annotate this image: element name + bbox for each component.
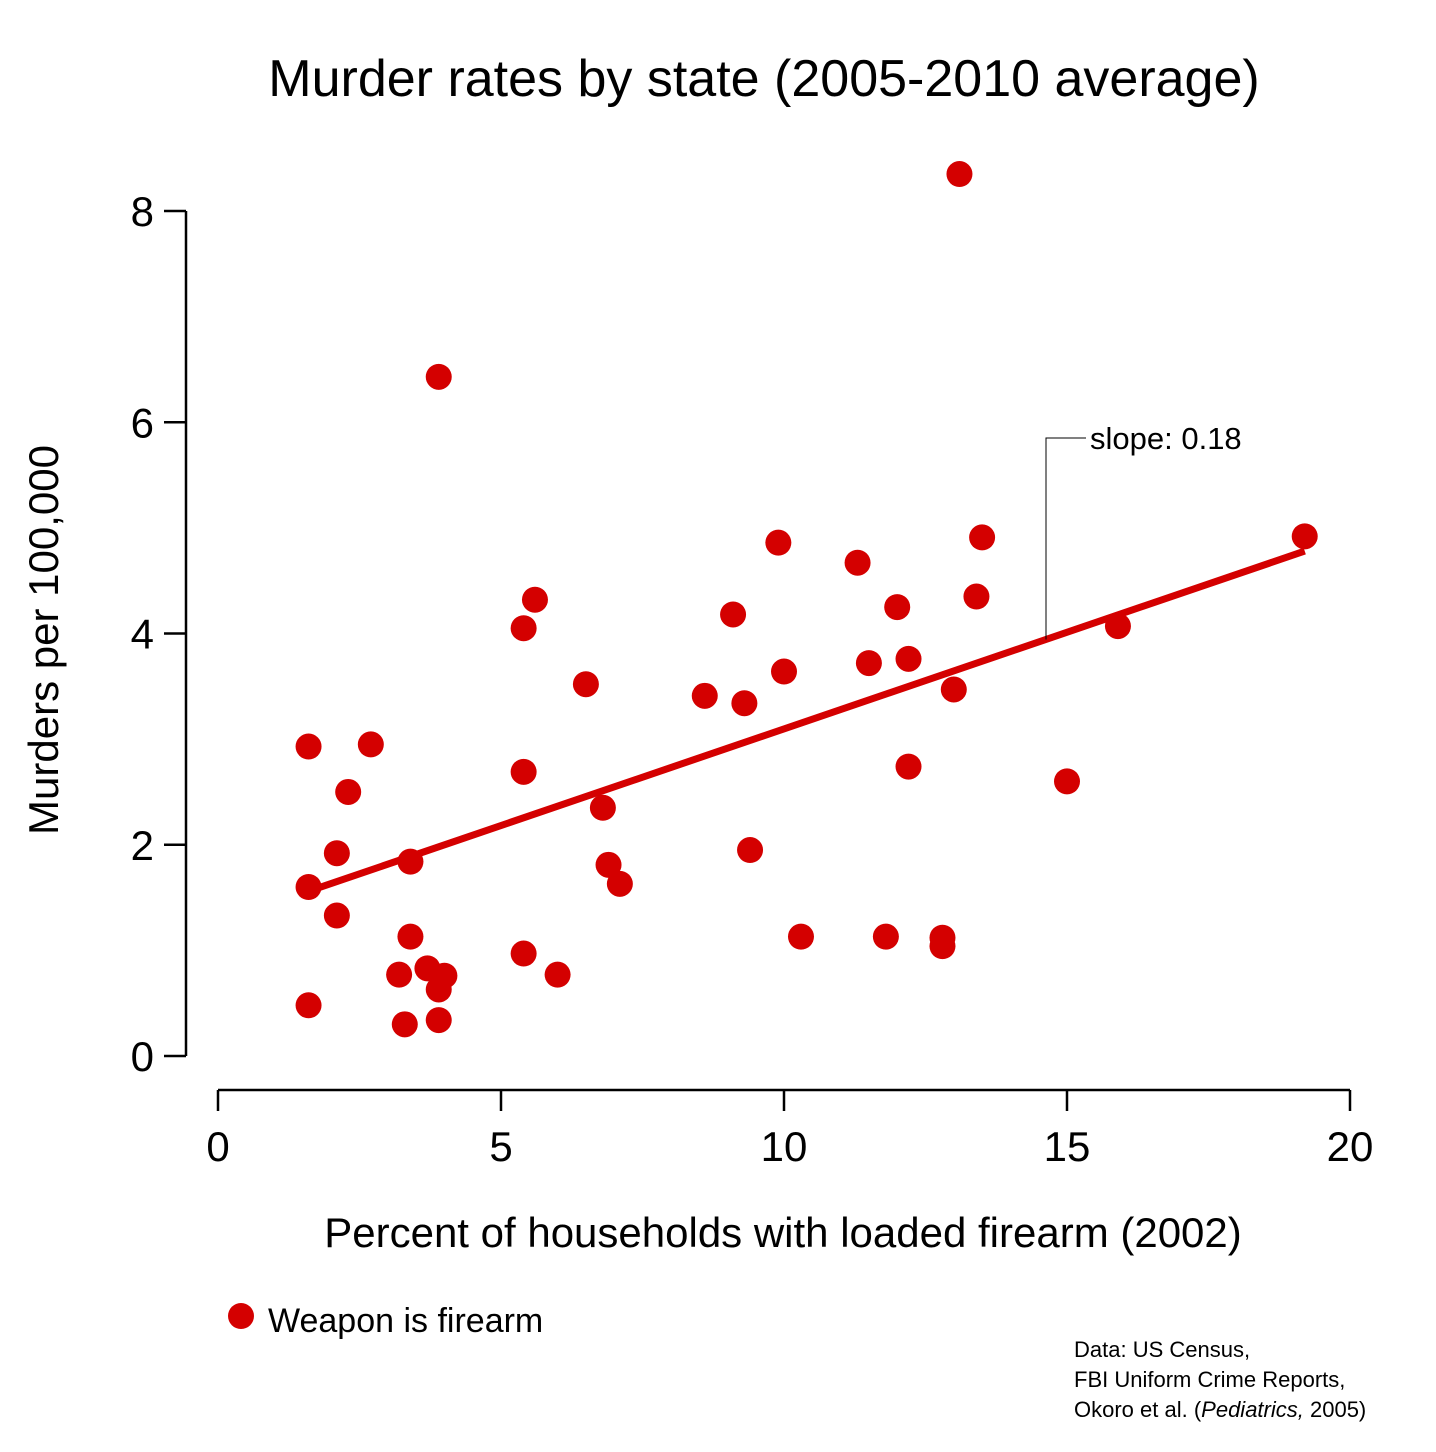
data-point-3 [335,778,362,805]
x-tick-label-5: 5 [489,1123,512,1170]
data-point-10 [386,961,413,988]
data-point-27 [720,601,747,628]
data-point-19 [510,758,537,785]
data-point-35 [872,923,899,950]
y-axis: 0 2 4 6 8 [131,188,188,1080]
y-tick-label-0: 0 [131,1033,154,1080]
data-point-23 [589,794,616,821]
data-point-4 [323,840,350,867]
slope-label: slope: 0.18 [1090,421,1242,456]
data-point-43 [963,583,990,610]
data-point-5 [295,874,322,900]
data-point-9 [397,923,424,950]
data-point-2 [357,731,384,758]
data-points [295,161,1318,1038]
y-tick-label-8: 8 [131,188,154,235]
data-point-14 [391,1011,418,1038]
data-point-1 [295,733,322,760]
data-point-28 [731,690,758,717]
data-point-24 [595,851,622,878]
fit-line [307,547,1306,895]
source-line-3-prefix: Okoro et al. ( [1074,1397,1202,1422]
source-line-3-italic: Pediatrics, [1201,1397,1304,1422]
source-line-3-suffix: 2005) [1304,1397,1366,1422]
data-point-38 [895,753,922,780]
data-point-21 [544,961,571,988]
data-point-46 [1104,613,1131,640]
data-point-7 [295,992,322,1019]
data-point-33 [844,549,871,576]
data-point-44 [969,524,996,551]
y-tick-label-6: 6 [131,399,154,446]
slope-leader-line [1045,437,1086,640]
data-point-25 [606,870,633,897]
legend-marker [228,1303,254,1329]
data-point-13 [425,976,452,1003]
x-tick-label-10: 10 [761,1123,808,1170]
slope-annotation: slope: 0.18 [1045,421,1242,640]
data-point-15 [425,1007,452,1034]
data-point-47 [1291,523,1318,550]
data-point-37 [895,645,922,672]
x-tick-label-15: 15 [1044,1123,1091,1170]
data-point-6 [323,902,350,929]
x-tick-label-20: 20 [1327,1123,1374,1170]
data-point-41 [940,676,967,703]
chart-title: Murder rates by state (2005-2010 average… [268,50,1259,108]
data-point-32 [787,923,814,950]
data-point-8 [397,848,424,875]
data-point-18 [521,586,548,613]
source-line-3: Okoro et al. (Pediatrics, 2005) [1074,1397,1366,1422]
data-point-31 [771,658,797,685]
source-note: Data: US Census, FBI Uniform Crime Repor… [1074,1337,1366,1422]
source-line-1: Data: US Census, [1074,1337,1250,1362]
data-point-22 [572,671,599,698]
data-point-29 [737,837,764,864]
data-point-20 [510,940,537,967]
data-point-45 [1054,768,1080,795]
x-tick-label-0: 0 [206,1123,229,1170]
fit-line-group [307,547,1306,895]
x-axis-label: Percent of households with loaded firear… [324,1209,1242,1256]
y-tick-label-2: 2 [131,822,154,869]
data-point-40 [929,933,956,960]
data-point-16 [425,363,452,390]
y-axis-label: Murders per 100,000 [20,445,67,835]
x-axis: 0 5 10 15 20 [206,1088,1374,1170]
data-point-26 [691,682,718,709]
legend-label: Weapon is firearm [268,1302,543,1340]
data-point-36 [884,594,911,621]
source-line-2: FBI Uniform Crime Reports, [1074,1367,1345,1392]
data-point-34 [855,650,882,677]
data-point-42 [946,161,973,188]
data-point-30 [765,529,792,556]
y-tick-label-4: 4 [131,611,154,658]
legend: Weapon is firearm [228,1302,543,1340]
data-point-17 [510,615,537,642]
